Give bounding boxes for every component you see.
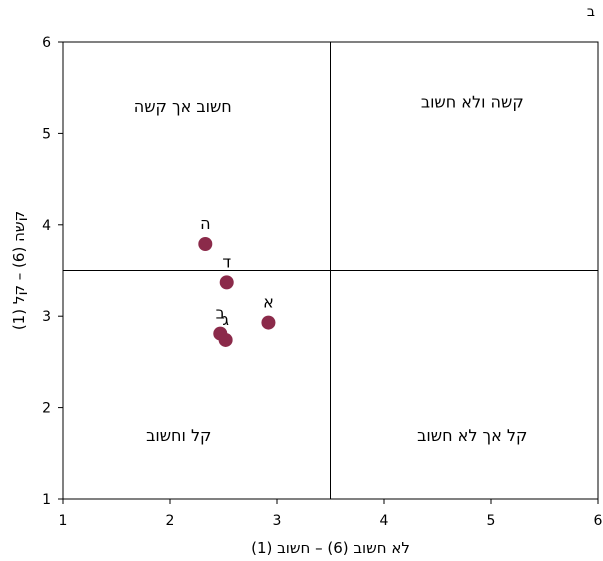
x-tick-label: 6 xyxy=(594,513,603,529)
quadrant-label-top-left: חשוב אך קשה xyxy=(134,97,232,116)
data-points: א בג דה xyxy=(198,214,276,347)
quadrant-label-bottom-left: קל וחשוב xyxy=(146,426,211,445)
x-axis: 1 2 3 4 5 6 xyxy=(59,499,603,529)
x-axis-title: לא חשוב (6) – חשוב (1) xyxy=(251,539,410,557)
y-tick-label: 5 xyxy=(42,126,51,142)
data-point-label: א xyxy=(263,293,274,312)
x-tick-label: 4 xyxy=(380,513,389,529)
x-tick-label: 5 xyxy=(487,513,496,529)
quadrant-label-bottom-right: קל אך לא חשוב xyxy=(417,426,527,445)
y-axis-title: קשה (6) – קל (1) xyxy=(10,211,28,330)
data-point xyxy=(261,315,276,330)
data-point-label: ד xyxy=(222,252,231,271)
data-point-label: ה xyxy=(200,214,210,233)
x-tick-label: 2 xyxy=(166,513,175,529)
y-tick-label: 3 xyxy=(42,309,51,325)
data-point xyxy=(198,236,213,251)
y-tick-label: 6 xyxy=(42,35,51,51)
data-point xyxy=(218,332,233,347)
y-tick-label: 4 xyxy=(42,218,51,234)
y-axis: 1 2 3 4 5 6 xyxy=(42,35,63,508)
data-point-label: ג xyxy=(222,310,229,329)
x-tick-label: 1 xyxy=(59,513,68,529)
y-tick-label: 2 xyxy=(42,401,51,417)
data-point xyxy=(219,275,234,290)
data-point-label: ב xyxy=(216,304,225,323)
panel-label: ב xyxy=(586,4,595,20)
y-tick-label: 1 xyxy=(42,492,51,508)
quadrant-label-top-right: קשה ולא חשוב xyxy=(421,92,524,111)
x-tick-label: 3 xyxy=(273,513,282,529)
